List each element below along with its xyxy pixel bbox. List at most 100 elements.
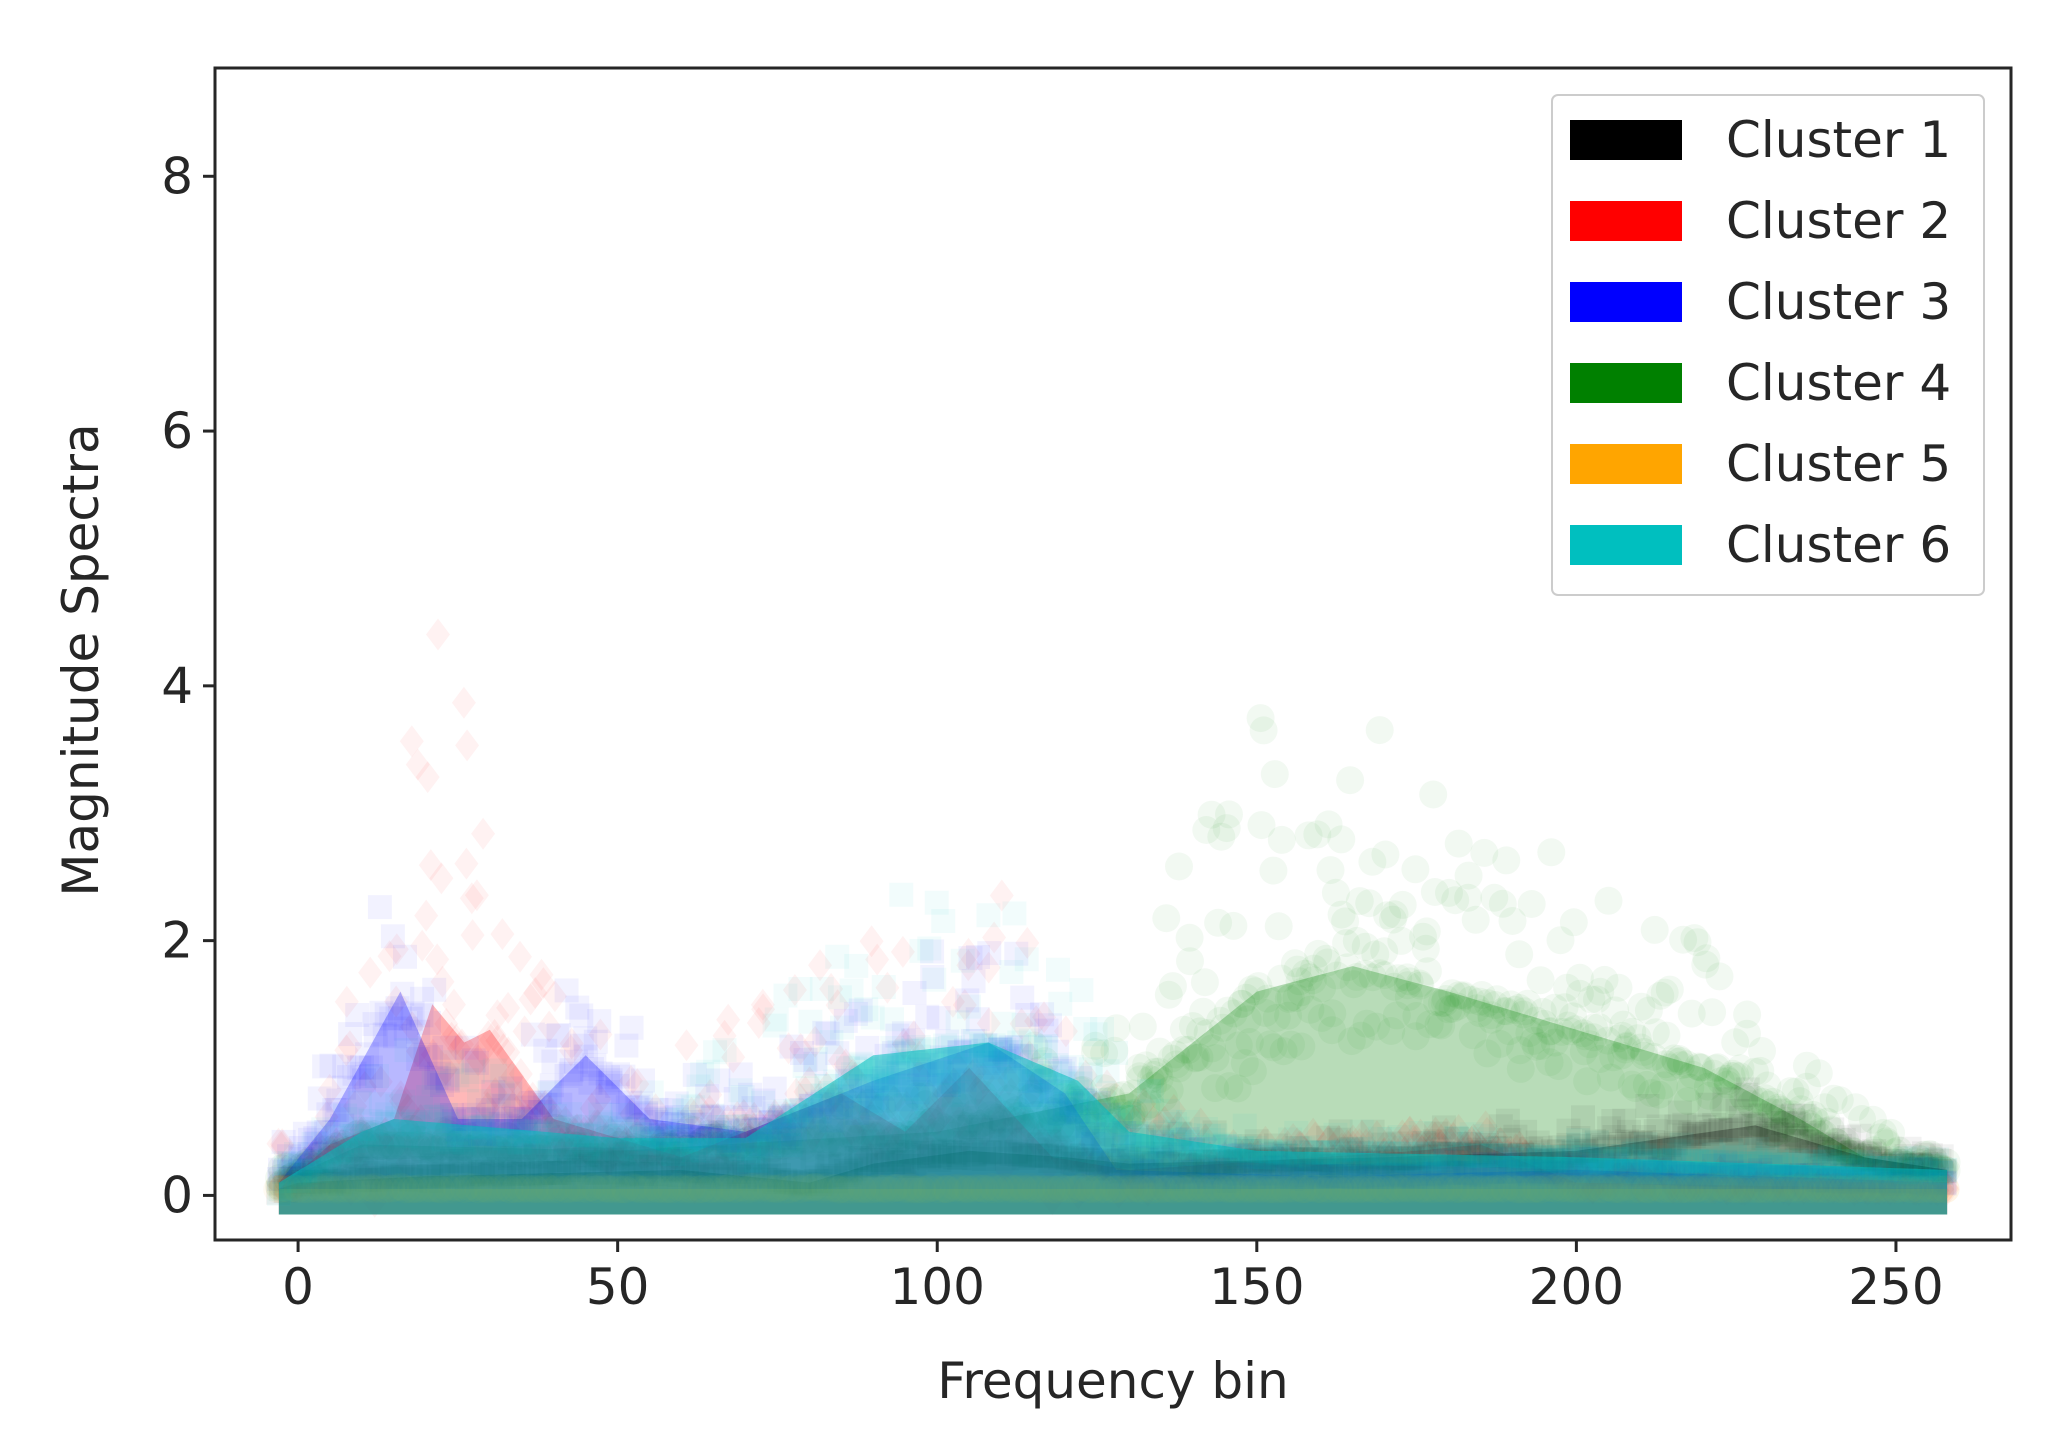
series-6-point [950,948,975,973]
series-4-point [1244,972,1273,1001]
series-4-point [1599,1043,1628,1072]
series-6-point [880,1007,904,1032]
series-4-point [1287,978,1315,1007]
series-4-point [1910,1140,1939,1169]
series-1-point [1497,1128,1522,1153]
series-1-point [1475,1133,1499,1157]
series-4-point [1655,1053,1684,1082]
series-2-point [388,1080,413,1112]
series-1-point [1831,1127,1856,1152]
series-1-point [1585,1132,1610,1157]
series-4-point [1672,1050,1701,1079]
series-4-point [1373,901,1402,930]
series-4-point [1887,1145,1916,1174]
series-4-point [1119,1079,1148,1108]
series-4-point [1081,1038,1109,1066]
series-3-point [569,1003,594,1028]
series-4-point [1650,1071,1678,1100]
series-4-point [1859,1105,1887,1134]
series-1-point [1894,1144,1919,1169]
series-2-point [1390,1119,1415,1152]
series-4-point [1291,959,1320,988]
series-2-point [687,1092,712,1125]
series-2-point [501,1090,525,1123]
series-3-point [578,1070,603,1095]
series-2-point [819,972,844,1005]
series-4-point [1787,1095,1815,1124]
series-2-point [1453,1130,1478,1163]
series-6-point [871,975,896,999]
series-2-point [1475,1116,1499,1149]
series-4-point [1232,983,1260,1012]
series-3-point [350,1055,374,1080]
series-3-point [688,1112,712,1137]
series-3-point [659,1098,684,1123]
series-6-point [788,977,813,1001]
series-4-point [1824,1133,1853,1162]
series-2-point [1397,1116,1422,1149]
series-4-point [1748,1087,1777,1116]
series-4-point [1346,1021,1375,1050]
series-4-point [1535,1017,1564,1046]
series-4-point [1139,1071,1167,1100]
series-4-point [1713,1067,1742,1096]
series-4-point [1180,1044,1209,1073]
series-4-point [1117,1104,1146,1133]
series-1-point [1620,1130,1645,1154]
series-3-point [509,1107,533,1131]
series-4-point [1821,1127,1850,1156]
series-4-point [1269,1037,1298,1066]
series-3-point [803,1051,828,1076]
series-4-point [1480,883,1509,912]
series-4-point [1609,1010,1638,1039]
series-1-point [1734,1082,1759,1107]
series-4-point [1641,1018,1670,1047]
series-3-point [966,945,990,969]
series-4-point [1105,1082,1134,1111]
series-4-point [1498,907,1527,935]
series-4-point [1333,953,1362,982]
series-2-point [1461,1128,1486,1161]
series-2-point [523,976,548,1009]
series-1-point [1857,1141,1882,1166]
series-4-point [1695,1081,1724,1110]
series-4-point [1794,1109,1823,1138]
series-4-point [1259,1033,1288,1062]
series-1-point [1584,1130,1609,1155]
series-4-point [1556,1017,1585,1046]
series-4-point [1362,1012,1391,1041]
series-4-point [1661,1047,1690,1076]
series-4-point [1779,1114,1808,1143]
series-4-point [1274,1001,1303,1030]
series-2-point [1507,1130,1532,1163]
series-3-point [833,1008,858,1033]
series-4-point [1766,1117,1795,1145]
series-2-point [674,1029,699,1062]
series-3-point [347,1056,372,1081]
series-1-point [1867,1147,1892,1172]
series-4-point [1201,1074,1230,1103]
series-1-point [1765,1122,1790,1147]
series-6-point [976,903,1001,928]
series-4-point [1219,911,1248,940]
series-1-point [1770,1111,1795,1135]
series-3-point [958,946,983,971]
series-3-point [548,1092,573,1117]
series-4-point [1730,1084,1759,1113]
series-1-point [1556,1132,1581,1157]
series-4-point [675,1115,704,1144]
series-4-point [1559,908,1588,937]
series-4-point [1677,999,1706,1028]
series-4-point [1900,1147,1929,1176]
series-3-point [695,1083,720,1108]
series-3-point [901,1028,926,1053]
series-4-point [1792,1072,1821,1101]
series-6-point [1048,991,1073,1016]
series-6-point [1104,1040,1128,1065]
series-4-point [1877,1118,1906,1147]
series-2-point [353,1070,377,1103]
series-4-point [1371,840,1400,869]
series-4-point [1198,1034,1226,1063]
series-4-point [1415,1010,1444,1039]
series-1-point [1656,1133,1681,1158]
